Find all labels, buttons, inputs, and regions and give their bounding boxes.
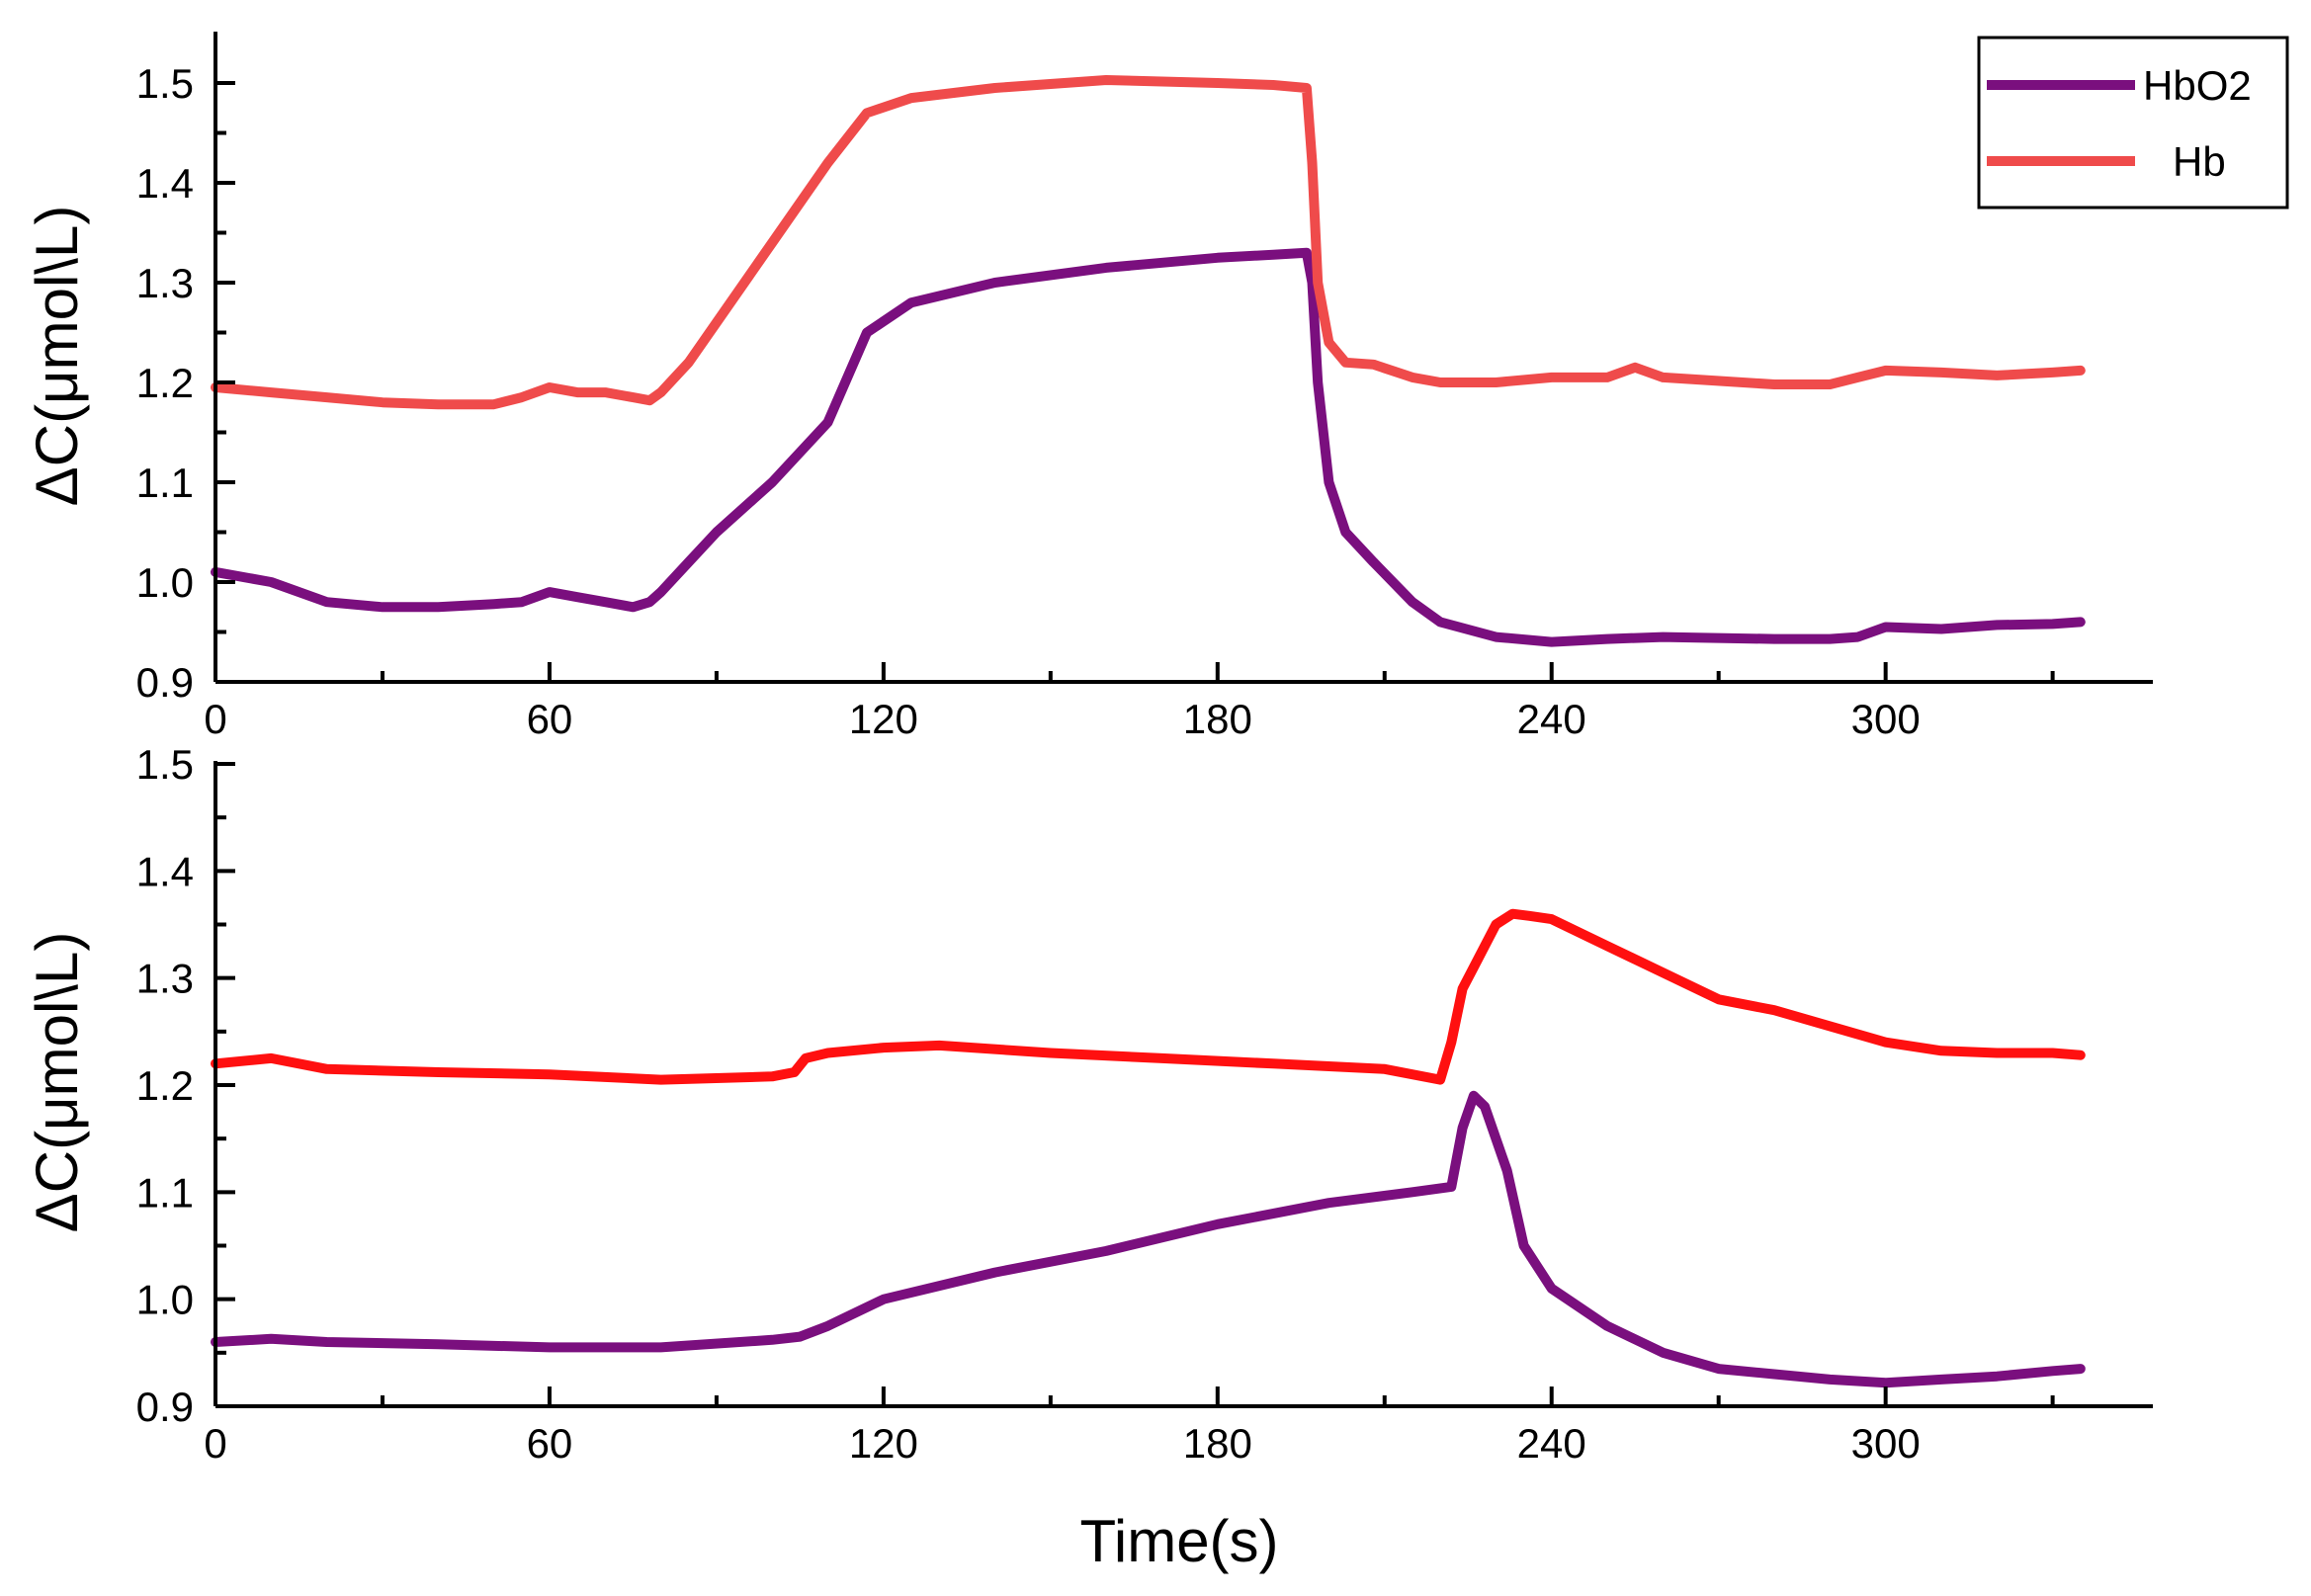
bottom-x-tick-label: 300 bbox=[1851, 1420, 1921, 1467]
bottom-y-tick-label: 1.3 bbox=[136, 956, 194, 1002]
bottom-ticks: 0 60 120 180 240 300 0.9 1.0 1.1 1.2 1.3 1.4 1.5 bbox=[136, 741, 2055, 1467]
bottom-y-tick-label: 1.5 bbox=[136, 741, 194, 788]
top-axes bbox=[214, 32, 2153, 684]
top-y-tick-label: 1.1 bbox=[136, 460, 194, 506]
top-y-tick-label: 1.3 bbox=[136, 260, 194, 306]
top-x-tick-label: 180 bbox=[1183, 696, 1252, 742]
bottom-x-tick-label: 180 bbox=[1183, 1420, 1252, 1467]
bottom-y-tick-label: 1.2 bbox=[136, 1062, 194, 1109]
legend: HbO2 Hb bbox=[1977, 36, 2289, 210]
top-x-tick-label: 60 bbox=[527, 696, 573, 742]
bottom-y-tick-label: 1.0 bbox=[136, 1277, 194, 1323]
bottom-panel: 0 60 120 180 240 300 0.9 1.0 1.1 1.2 1.3 1.4 1.5 ΔC(… bbox=[24, 741, 2153, 1574]
bottom-axes bbox=[214, 761, 2153, 1408]
top-y-tick-label: 1.4 bbox=[136, 160, 194, 207]
legend-label-hbo2: HbO2 bbox=[2143, 62, 2252, 109]
bottom-series-hbo2-line bbox=[211, 1090, 2086, 1388]
top-series-hb-line bbox=[211, 75, 2086, 410]
top-panel: 0 60 120 180 240 300 0.9 1.0 1.1 1.2 1.3 1.4 1.5 ΔC(… bbox=[24, 32, 2289, 742]
top-y-axis-title: ΔC(μmol\L) bbox=[24, 206, 90, 507]
bottom-y-tick-label: 0.9 bbox=[136, 1384, 194, 1430]
bottom-x-axis-title: Time(s) bbox=[1079, 1508, 1278, 1574]
bottom-x-tick-label: 0 bbox=[204, 1420, 226, 1467]
top-y-tick-label: 0.9 bbox=[136, 659, 194, 706]
top-series-hbo2-line bbox=[211, 247, 2086, 647]
bottom-y-tick-label: 1.1 bbox=[136, 1169, 194, 1216]
legend-box bbox=[1977, 36, 2289, 210]
bottom-y-axis-title: ΔC(μmol\L) bbox=[24, 932, 90, 1233]
top-ticks: 0 60 120 180 240 300 0.9 1.0 1.1 1.2 1.3 1.4 1.5 bbox=[136, 60, 2055, 742]
top-x-tick-label: 300 bbox=[1851, 696, 1921, 742]
top-x-tick-label: 0 bbox=[204, 696, 226, 742]
legend-label-hb: Hb bbox=[2173, 138, 2226, 185]
top-y-tick-label: 1.2 bbox=[136, 360, 194, 406]
bottom-x-tick-label: 240 bbox=[1517, 1420, 1586, 1467]
top-x-tick-label: 120 bbox=[849, 696, 918, 742]
top-y-tick-label: 1.0 bbox=[136, 559, 194, 606]
top-series-layer bbox=[211, 75, 2086, 647]
bottom-x-tick-label: 60 bbox=[527, 1420, 573, 1467]
top-x-tick-label: 240 bbox=[1517, 696, 1586, 742]
bottom-x-tick-label: 120 bbox=[849, 1420, 918, 1467]
bottom-series-layer bbox=[211, 908, 2086, 1388]
bottom-series-hb-line bbox=[211, 908, 2086, 1085]
top-y-tick-label: 1.5 bbox=[136, 60, 194, 107]
bottom-y-tick-label: 1.4 bbox=[136, 848, 194, 894]
